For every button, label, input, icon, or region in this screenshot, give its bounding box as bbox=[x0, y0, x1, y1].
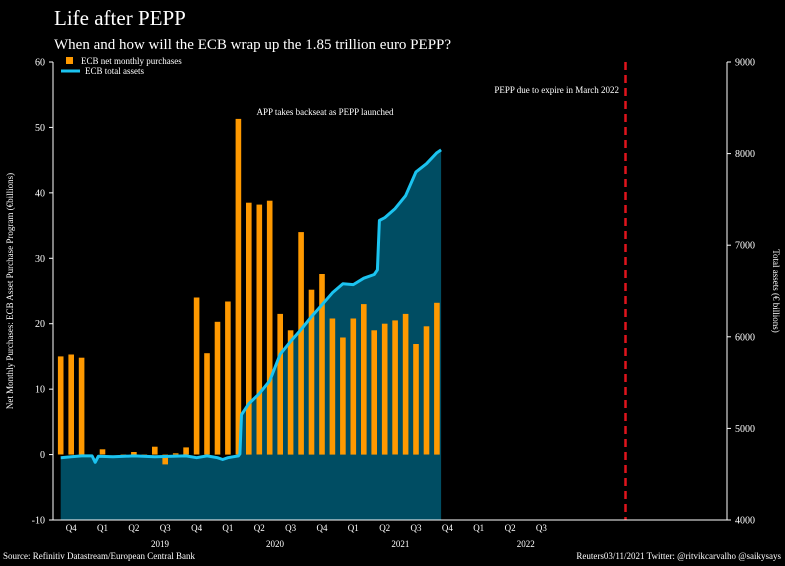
axis-layer: -10 0 10 20 30 40 50 60 4000 5000 6000 7000 8000 9000… bbox=[32, 58, 755, 550]
quarter-label: Q1 bbox=[97, 523, 108, 533]
quarter-label: Q3 bbox=[160, 523, 171, 533]
quarter-label: Q3 bbox=[285, 523, 296, 533]
annotation-pepp-expire: PEPP due to expire in March 2022 bbox=[494, 85, 619, 95]
purchase-bar bbox=[256, 204, 263, 455]
y-tick-label: 40 bbox=[35, 188, 45, 199]
purchase-bar bbox=[68, 354, 74, 455]
quarter-label: Q2 bbox=[379, 523, 390, 533]
y2-axis-title: Total assets (€ billions) bbox=[771, 249, 781, 333]
quarter-label: Q3 bbox=[536, 523, 547, 533]
y2-tick-label: 5000 bbox=[735, 424, 755, 435]
purchase-bar bbox=[235, 118, 242, 455]
purchase-bar bbox=[361, 304, 367, 455]
area-layer bbox=[60, 149, 442, 520]
source-note: Source: Refinitiv Datastream/European Ce… bbox=[3, 551, 195, 561]
year-label: 2020 bbox=[266, 539, 285, 549]
y2-tick-label: 8000 bbox=[735, 149, 755, 160]
purchase-bar bbox=[287, 330, 294, 455]
purchase-bar bbox=[329, 318, 336, 455]
quarter-label: Q1 bbox=[348, 523, 359, 533]
y-axis-title: Net Monthly Purchases: ECB Asset Purchas… bbox=[5, 173, 15, 409]
quarter-label: Q1 bbox=[222, 523, 233, 533]
purchase-bar bbox=[204, 353, 210, 455]
quarter-label: Q4 bbox=[442, 523, 453, 533]
legend-line-label: ECB total assets bbox=[85, 66, 144, 76]
quarter-label: Q4 bbox=[191, 523, 202, 533]
total-assets-area bbox=[60, 149, 442, 520]
y-tick-label: 0 bbox=[40, 450, 45, 461]
year-label: 2021 bbox=[391, 539, 409, 549]
purchase-bar bbox=[381, 323, 388, 455]
purchase-bar bbox=[371, 330, 377, 455]
annotation-app-backseat: APP takes backseat as PEPP launched bbox=[256, 107, 394, 117]
credit-note: Reuters03/11/2021 Twitter: @ritvikcarval… bbox=[576, 551, 781, 561]
purchase-bar bbox=[308, 289, 315, 455]
year-label: 2022 bbox=[517, 539, 535, 549]
purchase-bar bbox=[57, 356, 64, 455]
purchase-bar bbox=[298, 232, 304, 455]
purchase-bar bbox=[99, 449, 106, 455]
total-assets-line bbox=[60, 148, 442, 464]
y2-tick-label: 7000 bbox=[735, 241, 755, 252]
chart-subtitle: When and how will the ECB wrap up the 1.… bbox=[54, 37, 452, 53]
y-tick-label: 20 bbox=[35, 319, 45, 330]
purchase-bar bbox=[423, 326, 430, 455]
quarter-label: Q4 bbox=[317, 523, 328, 533]
y2-tick-label: 9000 bbox=[735, 58, 755, 69]
purchase-bar bbox=[402, 313, 409, 455]
quarter-label: Q3 bbox=[411, 523, 422, 533]
y2-tick-label: 6000 bbox=[735, 332, 755, 343]
purchase-bar bbox=[131, 452, 137, 455]
purchase-bar bbox=[319, 274, 325, 455]
purchase-bar bbox=[340, 337, 346, 455]
quarter-label: Q2 bbox=[128, 523, 139, 533]
quarter-label: Q1 bbox=[473, 523, 484, 533]
purchase-bar bbox=[246, 202, 252, 455]
purchase-bar bbox=[225, 301, 231, 455]
purchase-bar bbox=[152, 446, 158, 455]
purchase-bar bbox=[392, 320, 398, 455]
purchase-bar bbox=[183, 447, 189, 455]
y2-tick-label: 4000 bbox=[735, 516, 755, 527]
purchase-bar bbox=[214, 321, 221, 455]
purchase-bar bbox=[413, 344, 419, 455]
y-tick-label: 10 bbox=[35, 385, 45, 396]
purchase-bar bbox=[162, 454, 168, 465]
purchase-bar bbox=[350, 318, 357, 455]
quarter-label: Q4 bbox=[66, 523, 77, 533]
legend-bar-label: ECB net monthly purchases bbox=[81, 56, 182, 66]
purchase-bar bbox=[434, 302, 440, 455]
year-label: 2019 bbox=[151, 539, 170, 549]
purchase-bar bbox=[193, 297, 200, 455]
purchase-bar bbox=[266, 200, 273, 455]
chart-title: Life after PEPP bbox=[54, 6, 186, 30]
line-layer bbox=[60, 148, 442, 464]
legend-bar-swatch bbox=[66, 57, 73, 64]
quarter-label: Q2 bbox=[254, 523, 265, 533]
quarter-label: Q2 bbox=[505, 523, 516, 533]
y-tick-label: 60 bbox=[35, 58, 45, 69]
purchase-bar bbox=[172, 453, 179, 455]
y-tick-label: 50 bbox=[35, 123, 45, 134]
purchase-bar bbox=[277, 313, 283, 455]
bar-layer bbox=[57, 118, 440, 465]
purchase-bar bbox=[78, 357, 85, 455]
y-tick-label: 30 bbox=[35, 254, 45, 265]
y-tick-label: -10 bbox=[32, 516, 45, 527]
